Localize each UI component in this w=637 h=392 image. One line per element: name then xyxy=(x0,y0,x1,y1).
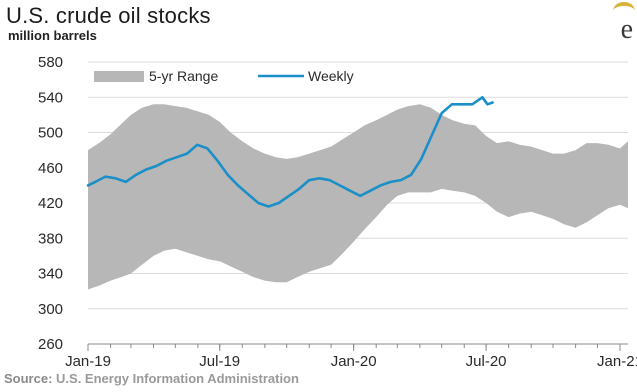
x-tick-label: Jan-21 xyxy=(597,353,637,370)
series-line-weekly xyxy=(86,96,494,208)
source-label: Source: xyxy=(4,371,53,386)
weekly-line-layer xyxy=(86,96,494,208)
range-band-layer xyxy=(88,104,628,290)
legend-swatch-5yr-range xyxy=(94,71,144,82)
source-note: Source: U.S. Energy Information Administ… xyxy=(4,372,299,386)
y-tick-label: 300 xyxy=(38,301,63,318)
y-tick-label: 340 xyxy=(38,266,63,283)
x-tick-label: Jul-19 xyxy=(199,353,240,370)
y-tick-label: 380 xyxy=(38,230,63,247)
chart-subtitle: million barrels xyxy=(8,28,97,43)
y-tick-label: 420 xyxy=(38,195,63,212)
legend: 5-yr Range Weekly xyxy=(94,68,354,84)
y-tick-label: 460 xyxy=(38,160,63,177)
x-tick-label: Jul-20 xyxy=(466,353,507,370)
legend-label-5yr-range: 5-yr Range xyxy=(149,68,218,84)
logo-arc-icon xyxy=(613,2,635,20)
logo-letter: e xyxy=(620,14,633,45)
y-tick-label: 540 xyxy=(38,89,63,106)
source-text: U.S. Energy Information Administration xyxy=(52,371,299,386)
x-tick-label: Jan-19 xyxy=(65,353,111,370)
x-tick-label: Jan-20 xyxy=(331,353,377,370)
y-tick-label: 500 xyxy=(38,125,63,142)
axis-layer: 260 300 340 380 420 460 500 540 580 Jan-19 Jul-19 J… xyxy=(38,54,637,370)
legend-label-weekly: Weekly xyxy=(308,68,354,84)
y-tick-label: 580 xyxy=(38,54,63,71)
y-tick-label: 260 xyxy=(38,336,63,353)
chart-title: U.S. crude oil stocks xyxy=(6,3,211,28)
series-band-5yr-range xyxy=(88,104,628,290)
